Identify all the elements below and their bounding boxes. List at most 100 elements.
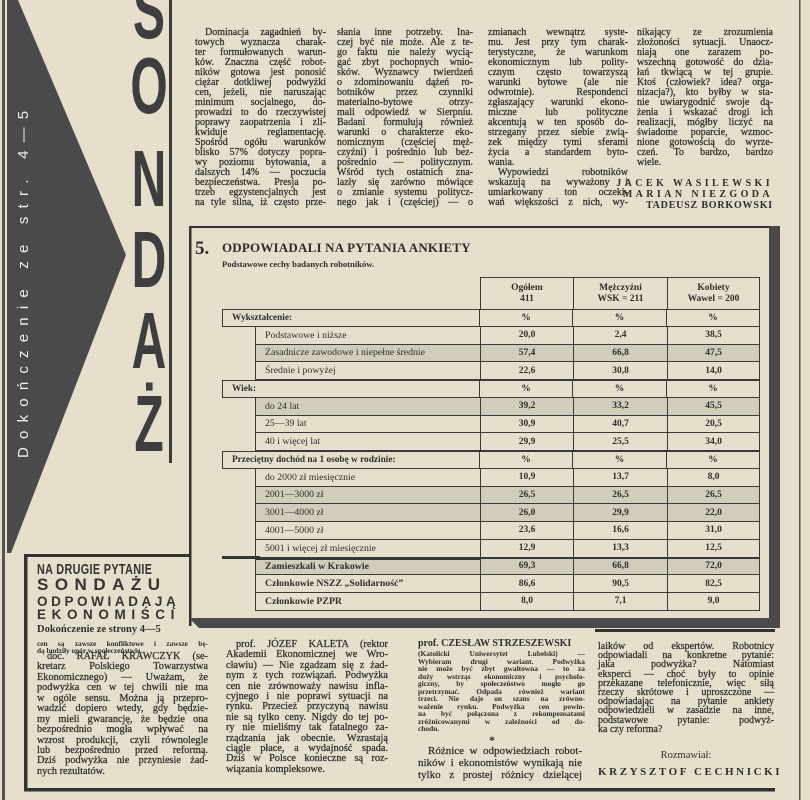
- group-label: Wiek:: [222, 380, 480, 398]
- value-cell: 13,3: [573, 539, 667, 558]
- column-header-line2: 411: [520, 293, 534, 304]
- value-cell: 33,2: [573, 397, 667, 416]
- text-line: warunki o charakterze eko-: [337, 127, 473, 138]
- unit-cell: %: [667, 380, 760, 398]
- value-cell: 12,9: [480, 539, 573, 558]
- text-line: Dziś podwyżka nie przyniesie żad-: [37, 755, 208, 767]
- text-line: gać zbyt pochopnych wnio-: [337, 57, 473, 68]
- text-line: niają one zarazem po-: [637, 47, 773, 58]
- left-page-edge: [2, 0, 5, 800]
- value-cell: 10,9: [480, 468, 573, 487]
- text-line: Wypowiedzi robotników: [498, 167, 628, 178]
- text-line: ciężar dotkliwej podwyżki: [195, 77, 326, 88]
- row-label: 40 i więcej lat: [255, 433, 480, 451]
- masthead-letter: N: [131, 134, 167, 223]
- value-cell: 26,5: [573, 486, 667, 505]
- text-line: żenia i wskazać drogi ich: [637, 107, 773, 118]
- text-line: nie uwiarygodnić swoje dą-: [637, 97, 773, 108]
- text-line: ników i ekonomistów wynikają nie: [418, 757, 582, 769]
- unit-cell: %: [480, 451, 573, 469]
- value-cell: 26,0: [480, 504, 573, 522]
- unit-cell: %: [667, 309, 760, 327]
- value-cell: 7,1: [573, 593, 667, 611]
- text-line: (Katolicki Uniwersytet Lubelski) —: [418, 649, 585, 658]
- value-cell: 22,6: [480, 362, 573, 380]
- text-line: w ogóle sensu. Można ją przepro-: [37, 692, 208, 704]
- value-cell: 57,4: [480, 344, 573, 363]
- text-line: nie może być zbyt gwałtowna — to za: [418, 664, 585, 673]
- sidebar-lead: cen są zawsze konfliktowe i zawsze bę-dą…: [37, 640, 208, 654]
- row-label: Średnie i powyżej: [255, 362, 480, 380]
- text-line: zróżnicowanymi w zależności od do-: [418, 716, 585, 726]
- text-line: ników gotowa jest ponosić: [195, 67, 326, 78]
- text-line: lub bezpośrednio przed reformą.: [37, 744, 208, 756]
- row-label: 3001—4000 zł: [255, 504, 480, 522]
- text-line: nizacja?), kto byłby w sta-: [637, 87, 773, 98]
- text-line: wiele.: [637, 157, 662, 168]
- value-cell: 23,6: [480, 522, 573, 540]
- row-label: Członkowie PZPR: [255, 593, 480, 611]
- headline-line-2: SONDAŻU: [37, 575, 167, 594]
- text-line: laików od ekspertów. Robotnicy: [598, 641, 774, 652]
- text-line: cznym często towarzyszą: [488, 67, 628, 78]
- text-line: podstawowe pytanie: podwyż-: [598, 714, 774, 726]
- value-cell: 20,5: [667, 415, 760, 434]
- value-cell: 20,0: [480, 326, 573, 345]
- value-cell: 25,5: [573, 433, 667, 451]
- text-line: nego jak i (częściej) — o: [337, 197, 473, 208]
- text-line: cyjnego i nie poprawi sytuacji na: [226, 690, 388, 702]
- text-line: cławiu) — Nie zgadzam się z żad-: [226, 659, 388, 671]
- unit-cell: %: [480, 309, 573, 327]
- row-label: do 2000 zł miesięcznie: [255, 468, 480, 487]
- text-line: życia a standardem byto-: [488, 147, 628, 158]
- strzeszewski-statement: (Katolicki Uniwersytet Lubelski) — Wybier…: [418, 650, 585, 733]
- row-label: Podstawowe i niższe: [255, 326, 480, 345]
- value-cell: 26,5: [480, 486, 573, 505]
- text-line: wzrost produkcji, czyli równolegle: [37, 734, 208, 746]
- text-line: nie są tylko ceny. Nigdy do tej po-: [226, 711, 388, 723]
- value-cell: 2,4: [573, 326, 667, 345]
- text-line: zgłaszający warunki ekono-: [488, 97, 628, 108]
- group-label: Przeciętny dochód na 1 osobę w rodzinie:: [222, 451, 480, 469]
- headline-line-1: NA DRUGIE PYTANIE: [37, 561, 153, 578]
- text-line: Badani formułują również: [337, 117, 473, 128]
- text-line: wiązania kompleksowe.: [226, 763, 325, 775]
- text-line: o zdominowaniu dążeń ro-: [337, 77, 473, 88]
- text-line: zek między tymi sferami: [488, 137, 628, 148]
- text-line: ków. Znaczna część robot-: [195, 57, 326, 68]
- text-line: odpowiadając na pytanie ankiety: [598, 696, 774, 708]
- text-line: chodu.: [418, 724, 440, 733]
- text-line: nych rezultatów.: [37, 765, 105, 777]
- column-header: Ogółem 411: [480, 277, 573, 309]
- value-cell: 69,3: [480, 557, 573, 576]
- row-label: do 24 lat: [255, 397, 480, 416]
- text-line: Ekonomicznego) — Uważam, że: [37, 671, 208, 683]
- text-line: pośrednio — politycznym.: [337, 157, 473, 168]
- row-label: Zasadnicze zawodowe i niepełne średnie: [255, 344, 480, 363]
- column-header-line1: Mężczyźni: [599, 282, 642, 293]
- text-line: wadzić dopiero wtedy, gdy będzie-: [37, 703, 208, 715]
- text-line: ciągle płace, a wydajność spada.: [226, 742, 388, 754]
- headline-line-3: ODPOWIADAJĄ: [37, 594, 180, 609]
- text-line: materialno-bytowe otrzy-: [337, 97, 473, 108]
- text-line: dalszych 14% — poczucia: [195, 167, 326, 178]
- text-line: dą budziły opór w społeczeństwie.: [37, 646, 143, 655]
- text-line: Dziś w Polsce konieczne są roz-: [226, 753, 388, 765]
- unit-cell: %: [573, 380, 667, 398]
- text-line: ważenie rynku. Podwyżka cen powin-: [418, 701, 585, 711]
- column-header-line2: WSK = 211: [597, 293, 644, 304]
- right-page-edge: [799, 0, 801, 800]
- text-line: mali odpowiedź w Sierpniu.: [337, 107, 473, 118]
- value-cell: 72,0: [667, 557, 760, 576]
- value-cell: 31,0: [667, 522, 760, 540]
- conclusion-text-continued: laików od ekspertów. Robotnicy odpowiadal…: [598, 641, 774, 734]
- table-box-top: [190, 226, 771, 228]
- value-cell: 9,0: [667, 593, 760, 611]
- text-line: łań tkwiącą w tej grupie.: [637, 67, 773, 78]
- table-box-bottom-band: [189, 618, 780, 628]
- text-line: złożoności sytuacji. Unaocz-: [637, 37, 773, 48]
- table-subtitle: Podstawowe cechy badanych robotników.: [222, 259, 375, 269]
- krawczyk-statement: doc. RAFAŁ KRAWCZYK (se-kretarz Polskieg…: [37, 651, 208, 777]
- text-line: prowadzi to do rzeczywistej: [195, 107, 326, 118]
